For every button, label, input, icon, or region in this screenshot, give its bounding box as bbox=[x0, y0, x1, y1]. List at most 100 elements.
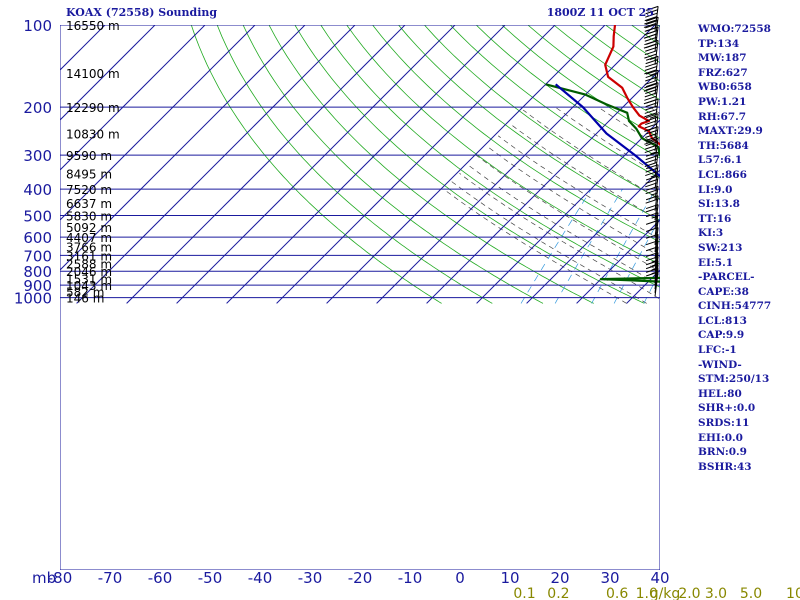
isotherm bbox=[226, 25, 506, 304]
dry-adiabat bbox=[320, 25, 660, 288]
height-label: 14100 m bbox=[66, 67, 120, 81]
dry-adiabat bbox=[397, 25, 660, 221]
temperature-tick-label: 10 bbox=[500, 569, 519, 587]
temperature-axis: -80 -70 -60 -50 -40 -30 -20 -10 0 10 20 30 40 bbox=[48, 569, 670, 587]
height-label: 12290 m bbox=[66, 101, 120, 115]
pressure-unit-label: mb bbox=[32, 569, 56, 587]
index-item: -PARCEL- bbox=[698, 271, 755, 284]
temperature-profile bbox=[604, 25, 660, 146]
height-label: 16550 m bbox=[66, 19, 120, 33]
height-label: 5830 m bbox=[66, 210, 112, 224]
index-item: LI:9.0 bbox=[698, 183, 733, 196]
wind-barb bbox=[643, 5, 659, 31]
index-item: LFC:-1 bbox=[698, 344, 737, 357]
isotherm bbox=[76, 25, 356, 304]
temperature-tick-label: -60 bbox=[148, 569, 173, 587]
pressure-tick-label: 900 bbox=[23, 277, 52, 295]
height-label: 3161 m bbox=[66, 249, 112, 263]
index-item: -WIND- bbox=[698, 358, 742, 371]
pressure-tick-label: 300 bbox=[23, 147, 52, 165]
index-item: HEL:80 bbox=[698, 387, 742, 400]
mixing-ratio-label: 5.0 bbox=[740, 586, 762, 600]
mixing-ratio-label: 1.0 bbox=[636, 586, 658, 600]
mixing-ratio-lines bbox=[520, 188, 800, 304]
index-item: KI:3 bbox=[698, 227, 724, 240]
index-item: TP:134 bbox=[698, 37, 740, 50]
moist-adiabat bbox=[443, 188, 627, 304]
isotherm bbox=[526, 169, 660, 304]
moist-adiabat bbox=[509, 123, 660, 222]
isotherm bbox=[777, 13, 800, 304]
isotherm bbox=[576, 219, 660, 304]
profiles bbox=[545, 25, 660, 283]
mixing-ratio-label: 2.0 bbox=[678, 586, 700, 600]
index-item: BRN:0.9 bbox=[698, 446, 747, 459]
parcel-profile bbox=[554, 83, 660, 178]
pressure-tick-label: 800 bbox=[23, 263, 52, 281]
dry-adiabat bbox=[475, 25, 660, 159]
mixing-ratio-line bbox=[520, 188, 592, 304]
index-item: TH:5684 bbox=[698, 139, 749, 152]
dry-adiabat bbox=[449, 25, 660, 179]
index-item: SI:13.8 bbox=[698, 198, 740, 211]
dry-adiabat bbox=[423, 25, 660, 200]
mixing-ratio-axis: 0.10.20.61.02.03.05.010.020.040g/kg bbox=[513, 586, 800, 600]
isotherm bbox=[426, 69, 660, 304]
temperature-tick-label: -70 bbox=[98, 569, 123, 587]
height-label: 582 m bbox=[66, 286, 104, 300]
pressure-tick-label: 700 bbox=[23, 247, 52, 265]
isotherm bbox=[176, 25, 456, 304]
index-item: SRDS:11 bbox=[698, 417, 750, 430]
dewpoint-profile bbox=[545, 83, 660, 283]
mixing-ratio-line bbox=[554, 188, 623, 304]
height-label: 4407 m bbox=[66, 231, 112, 245]
height-label: 3766 m bbox=[66, 241, 112, 255]
index-item: LCL:866 bbox=[698, 168, 747, 181]
mixing-ratio-line bbox=[643, 270, 660, 304]
wind-barb bbox=[643, 16, 659, 42]
temperature-tick-label: -30 bbox=[298, 569, 323, 587]
index-item: EHI:0.0 bbox=[698, 431, 743, 444]
index-item: SW:213 bbox=[698, 241, 743, 254]
chart-title: KOAX (72558) Sounding bbox=[66, 6, 218, 19]
mixing-ratio-line bbox=[613, 217, 660, 304]
index-item: BSHR:43 bbox=[698, 460, 752, 473]
temperature-tick-label: 30 bbox=[600, 569, 619, 587]
moist-adiabat bbox=[777, 107, 800, 303]
moist-adiabat bbox=[459, 173, 660, 300]
index-item: CAPE:38 bbox=[698, 285, 749, 298]
isotherm bbox=[326, 25, 606, 304]
mixing-ratio-label: 0.2 bbox=[547, 586, 569, 600]
height-label: 10830 m bbox=[66, 127, 120, 141]
temperature-tick-label: -50 bbox=[198, 569, 223, 587]
mixing-ratio-line bbox=[591, 188, 657, 304]
index-item: WB0:658 bbox=[698, 81, 752, 94]
wind-barb bbox=[645, 195, 659, 221]
index-item: MAXT:29.9 bbox=[698, 125, 763, 138]
isotherm bbox=[126, 25, 406, 304]
mixing-ratio-label: 10.0 bbox=[786, 586, 800, 600]
moist-adiabat bbox=[451, 181, 647, 304]
height-label: 1531 m bbox=[66, 272, 112, 286]
moist-adiabat bbox=[475, 154, 660, 273]
isotherm bbox=[276, 25, 556, 304]
index-item: CINH:54777 bbox=[698, 300, 772, 313]
grid bbox=[60, 13, 800, 570]
height-labels: 16550 m 14100 m 12290 m 10830 m 9590 m 8495 m… bbox=[66, 19, 120, 306]
temperature-tick-label: 0 bbox=[455, 569, 465, 587]
index-item: FRZ:627 bbox=[698, 66, 748, 79]
temperature-tick-label: -40 bbox=[248, 569, 273, 587]
isotherm bbox=[60, 25, 206, 171]
wind-barbs bbox=[643, 5, 659, 297]
dry-adiabat bbox=[216, 25, 493, 304]
mixing-ratio-label: 3.0 bbox=[705, 586, 727, 600]
mixing-ratio-label: 0.6 bbox=[606, 586, 628, 600]
height-label: 7520 m bbox=[66, 183, 112, 197]
moist-adiabat bbox=[522, 109, 660, 201]
isotherm bbox=[60, 25, 156, 121]
dry-adiabat bbox=[501, 25, 660, 139]
mixing-ratio-line bbox=[783, 189, 800, 303]
pressure-tick-label: 400 bbox=[23, 181, 52, 199]
